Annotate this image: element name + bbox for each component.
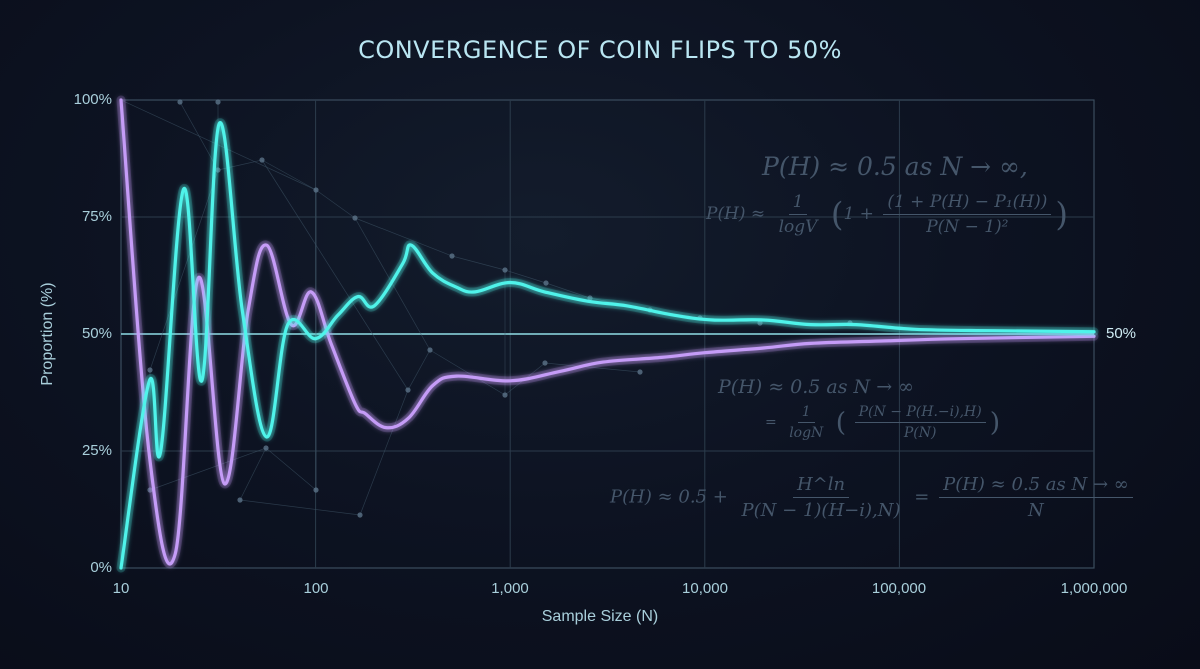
x-tick-100000: 100,000 <box>871 580 927 597</box>
chart-title: CONVERGENCE OF COIN FLIPS TO 50% <box>358 36 842 64</box>
formula-2: P(H) ≈ 1 logV (1 + (1 + P(H) − P₁(H)) P(… <box>706 192 1068 237</box>
cyan-series-line <box>119 121 1096 570</box>
series-group <box>116 95 1099 573</box>
x-tick-1000: 1,000 <box>491 580 529 597</box>
y-tick-75: 75% <box>81 208 112 225</box>
x-tick-100: 100 <box>303 580 329 597</box>
y-tick-25: 25% <box>81 442 112 459</box>
y-tick-50: 50% <box>81 325 112 342</box>
y-tick-100: 100% <box>73 91 112 108</box>
formula-limit-2: P(H) ≈ 0.5 as N → ∞ <box>718 376 915 398</box>
x-tick-10: 10 <box>112 580 130 597</box>
x-axis-label: Sample Size (N) <box>541 608 659 625</box>
x-tick-1000000: 1,000,000 <box>1060 580 1128 597</box>
formula-2-frac2: (1 + P(H) − P₁(H)) P(N − 1)² <box>883 192 1052 237</box>
formula-4: = 1 logN ( P(N − P(H.−i),H) P(N) ) <box>765 404 1001 441</box>
formula-5: P(H) ≈ 0.5 + H^ln P(N − 1)(H−i),N) = P(H… <box>610 474 1137 521</box>
y-tick-0: 0% <box>90 559 112 576</box>
x-tick-10000: 10,000 <box>682 580 728 597</box>
formula-2-frac1: 1 logV <box>778 192 818 237</box>
formula-2-lhs: P(H) ≈ <box>706 204 766 224</box>
reference-line-label: 50% <box>1106 325 1137 342</box>
formula-limit-1: P(H) ≈ 0.5 as N → ∞, <box>762 152 1028 181</box>
purple-series-line <box>119 98 1096 566</box>
